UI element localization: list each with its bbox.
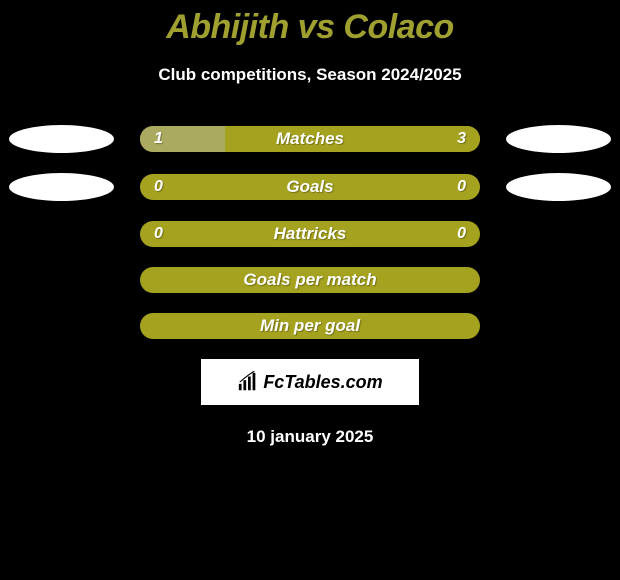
stat-bar: Goals per match — [140, 267, 480, 293]
stat-label: Goals per match — [243, 270, 376, 290]
stat-bar: Min per goal — [140, 313, 480, 339]
player-right-marker — [506, 125, 611, 153]
stat-row: 1 3 Matches — [0, 125, 620, 153]
player-right-marker — [506, 173, 611, 201]
stat-row: Min per goal — [0, 313, 620, 339]
date-text: 10 january 2025 — [0, 427, 620, 447]
bars-icon — [237, 371, 259, 393]
stat-label: Hattricks — [274, 224, 347, 244]
stat-bar: 0 0 Goals — [140, 174, 480, 200]
stat-value-right: 3 — [457, 130, 466, 148]
stat-value-left: 0 — [154, 225, 163, 243]
page-subtitle: Club competitions, Season 2024/2025 — [0, 65, 620, 85]
player-left-marker — [9, 173, 114, 201]
stat-bar: 1 3 Matches — [140, 126, 480, 152]
stat-row: 0 0 Hattricks — [0, 221, 620, 247]
stats-rows: 1 3 Matches 0 0 Goals 0 0 Hattricks Goals per mat… — [0, 125, 620, 339]
player-left-marker — [9, 125, 114, 153]
stat-bar: 0 0 Hattricks — [140, 221, 480, 247]
bar-fill-right — [225, 126, 480, 152]
logo: FcTables.com — [237, 371, 382, 393]
stat-value-left: 0 — [154, 178, 163, 196]
stat-row: Goals per match — [0, 267, 620, 293]
stat-label: Min per goal — [260, 316, 360, 336]
logo-text: FcTables.com — [263, 372, 382, 393]
stat-value-left: 1 — [154, 130, 163, 148]
logo-box: FcTables.com — [201, 359, 419, 405]
stat-label: Goals — [286, 177, 333, 197]
page-title: Abhijith vs Colaco — [0, 8, 620, 47]
bar-fill-left — [140, 126, 225, 152]
stat-label: Matches — [276, 129, 344, 149]
stat-row: 0 0 Goals — [0, 173, 620, 201]
stat-value-right: 0 — [457, 178, 466, 196]
stat-value-right: 0 — [457, 225, 466, 243]
infographic-container: Abhijith vs Colaco Club competitions, Se… — [0, 0, 620, 447]
